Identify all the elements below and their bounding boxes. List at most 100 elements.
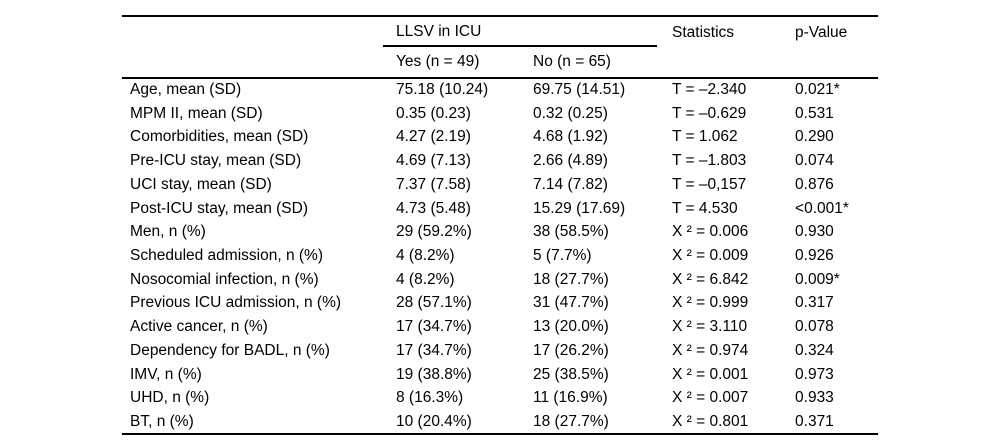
cell-statistic: X ² = 0.009	[672, 246, 749, 264]
cell-no: 17 (26.2%)	[533, 341, 609, 359]
cell-yes: 17 (34.7%)	[396, 341, 472, 359]
table-row: Men, n (%) 29 (59.2%) 38 (58.5%) X ² = 0.00…	[122, 220, 878, 244]
cell-no: 11 (16.9%)	[533, 389, 608, 407]
cell-p-value: 0.371	[795, 412, 834, 430]
cell-yes: 4.73 (5.48)	[396, 199, 471, 217]
table-row: Scheduled admission, n (%) 4 (8.2%) 5 (7.7…	[122, 244, 878, 268]
cell-yes: 7.37 (7.58)	[396, 175, 471, 193]
cell-no: 13 (20.0%)	[533, 318, 609, 336]
cell-statistic: T = –1.803	[672, 152, 747, 170]
cell-no: 15.29 (17.69)	[533, 199, 626, 217]
table-row: UCI stay, mean (SD) 7.37 (7.58) 7.14 (7.82…	[122, 173, 878, 197]
row-label: Pre-ICU stay, mean (SD)	[130, 152, 302, 170]
cell-p-value: 0.876	[795, 175, 834, 193]
row-label: Men, n (%)	[130, 223, 206, 241]
cell-p-value: 0.930	[795, 223, 834, 241]
cell-statistic: X ² = 0.006	[672, 223, 749, 241]
row-label: Previous ICU admission, n (%)	[130, 294, 342, 312]
cell-statistic: T = 1.062	[672, 128, 738, 146]
table-row: MPM II, mean (SD) 0.35 (0.23) 0.32 (0.25) T…	[122, 102, 878, 126]
table-row: Comorbidities, mean (SD) 4.27 (2.19) 4.68 …	[122, 125, 878, 149]
cell-no: 5 (7.7%)	[533, 246, 592, 264]
cell-no: 0.32 (0.25)	[533, 104, 608, 122]
data-table: LLSV in ICU Statistics p-Value Yes (n = …	[122, 15, 879, 435]
table-row: Dependency for BADL, n (%) 17 (34.7%) 17 (…	[122, 339, 878, 363]
row-label: Active cancer, n (%)	[130, 318, 268, 336]
column-header-yes: Yes (n = 49)	[396, 46, 533, 79]
cell-yes: 10 (20.4%)	[396, 412, 472, 430]
header-row-subgroups: Yes (n = 49) No (n = 65)	[122, 46, 878, 79]
cell-p-value: 0.933	[795, 389, 834, 407]
cell-no: 38 (58.5%)	[533, 223, 609, 241]
cell-no: 18 (27.7%)	[533, 412, 609, 430]
cell-p-value: 0.973	[795, 365, 834, 383]
header-row-group: LLSV in ICU Statistics p-Value	[122, 16, 879, 79]
row-label: Scheduled admission, n (%)	[130, 246, 323, 264]
cell-statistic: X ² = 0.974	[672, 341, 749, 359]
cell-yes: 0.35 (0.23)	[396, 104, 471, 122]
statistics-table: LLSV in ICU Statistics p-Value Yes (n = …	[122, 15, 879, 435]
cell-yes: 29 (59.2%)	[396, 223, 472, 241]
table-row: Active cancer, n (%) 17 (34.7%) 13 (20.0%)…	[122, 315, 878, 339]
cell-statistic: T = –0,157	[672, 175, 747, 193]
cell-p-value: 0.531	[795, 104, 834, 122]
row-label: Age, mean (SD)	[130, 81, 242, 99]
column-group-header: LLSV in ICU	[396, 22, 482, 40]
cell-p-value: 0.324	[795, 341, 834, 359]
table-row: Previous ICU admission, n (%) 28 (57.1%) 3…	[122, 291, 878, 315]
row-label: Post-ICU stay, mean (SD)	[130, 199, 309, 217]
cell-p-value: 0.074	[795, 152, 834, 170]
row-label: MPM II, mean (SD)	[130, 104, 263, 122]
table-row: Post-ICU stay, mean (SD) 4.73 (5.48) 15.29…	[122, 197, 878, 221]
cell-yes: 28 (57.1%)	[396, 294, 472, 312]
cell-no: 69.75 (14.51)	[533, 81, 626, 99]
row-label: Dependency for BADL, n (%)	[130, 341, 330, 359]
column-header-no: No (n = 65)	[533, 46, 673, 79]
row-label: BT, n (%)	[130, 412, 194, 430]
table-row: IMV, n (%) 19 (38.8%) 25 (38.5%) X ² = 0.00…	[122, 363, 878, 387]
cell-p-value: 0.021*	[795, 81, 840, 99]
cell-statistic: T = 4.530	[672, 199, 738, 217]
cell-yes: 17 (34.7%)	[396, 318, 472, 336]
cell-p-value: 0.290	[795, 128, 834, 146]
cell-no: 31 (47.7%)	[533, 294, 609, 312]
column-group-underline	[383, 45, 657, 47]
empty-header-cell	[122, 16, 396, 79]
row-label: UHD, n (%)	[130, 389, 210, 407]
table-body: Age, mean (SD) 75.18 (10.24) 69.75 (14.51)…	[122, 78, 878, 434]
cell-statistic: X ² = 0.801	[672, 412, 749, 430]
row-label: Comorbidities, mean (SD)	[130, 128, 309, 146]
table-row: Age, mean (SD) 75.18 (10.24) 69.75 (14.51)…	[122, 78, 878, 102]
row-label: IMV, n (%)	[130, 365, 202, 383]
column-header-statistics: Statistics	[672, 16, 796, 79]
cell-statistic: X ² = 0.001	[672, 365, 749, 383]
cell-statistic: X ² = 3.110	[672, 318, 748, 336]
cell-p-value: 0.078	[795, 318, 834, 336]
table-row: BT, n (%) 10 (20.4%) 18 (27.7%) X ² = 0.801…	[122, 410, 878, 434]
cell-no: 2.66 (4.89)	[533, 152, 608, 170]
cell-yes: 75.18 (10.24)	[396, 81, 489, 99]
cell-p-value: 0.009*	[795, 270, 840, 288]
cell-statistic: T = –0.629	[672, 104, 747, 122]
table-row: UHD, n (%) 8 (16.3%) 11 (16.9%) X ² = 0.007…	[122, 386, 878, 410]
cell-yes: 19 (38.8%)	[396, 365, 472, 383]
row-label: Nosocomial infection, n (%)	[130, 270, 319, 288]
cell-p-value: 0.317	[795, 294, 834, 312]
cell-yes: 8 (16.3%)	[396, 389, 464, 407]
cell-statistic: X ² = 0.999	[672, 294, 749, 312]
cell-statistic: X ² = 0.007	[672, 389, 749, 407]
row-label: UCI stay, mean (SD)	[130, 175, 272, 193]
cell-no: 7.14 (7.82)	[533, 175, 608, 193]
cell-p-value: <0.001*	[795, 199, 849, 217]
cell-no: 18 (27.7%)	[533, 270, 609, 288]
cell-no: 25 (38.5%)	[533, 365, 609, 383]
cell-yes: 4.69 (7.13)	[396, 152, 471, 170]
table-row: Nosocomial infection, n (%) 4 (8.2%) 18 (2…	[122, 268, 878, 292]
column-header-p-value: p-Value	[795, 16, 879, 79]
cell-statistic: X ² = 6.842	[672, 270, 749, 288]
table-header: LLSV in ICU Statistics p-Value Yes (n = …	[122, 16, 879, 79]
cell-yes: 4.27 (2.19)	[396, 128, 471, 146]
table-row: Pre-ICU stay, mean (SD) 4.69 (7.13) 2.66 (…	[122, 149, 878, 173]
cell-yes: 4 (8.2%)	[396, 246, 455, 264]
